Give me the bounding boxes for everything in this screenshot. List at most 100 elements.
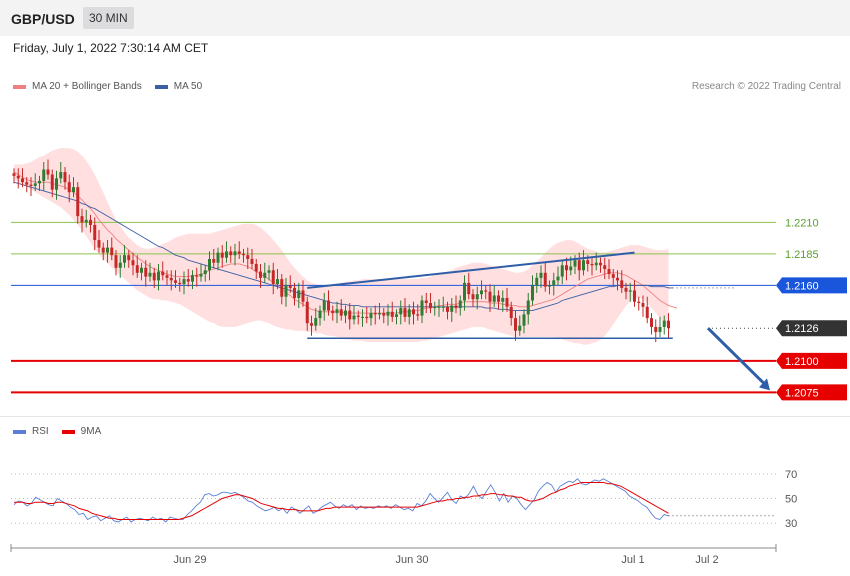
candle bbox=[594, 262, 598, 266]
candle bbox=[293, 287, 296, 298]
candle bbox=[633, 290, 636, 302]
legend-swatch-9ma bbox=[61, 429, 75, 434]
timeframe-button[interactable]: 30 MIN bbox=[83, 7, 134, 29]
price-tag bbox=[776, 384, 847, 401]
candle bbox=[76, 187, 80, 217]
candle bbox=[518, 325, 522, 331]
candle bbox=[186, 279, 190, 282]
candle bbox=[327, 300, 330, 311]
candle bbox=[616, 277, 619, 281]
candle bbox=[322, 300, 326, 311]
candle bbox=[263, 272, 267, 278]
candle bbox=[101, 247, 105, 253]
candle bbox=[650, 318, 653, 327]
candle bbox=[110, 247, 114, 256]
candle bbox=[514, 318, 517, 331]
x-tick-label: Jun 30 bbox=[395, 554, 428, 566]
candle bbox=[157, 271, 160, 281]
candle bbox=[50, 174, 54, 190]
candle bbox=[314, 318, 318, 326]
candle bbox=[254, 263, 258, 272]
candle bbox=[556, 276, 560, 281]
candle bbox=[386, 311, 390, 316]
candle bbox=[378, 313, 381, 315]
x-tick-label: Jul 2 bbox=[695, 554, 718, 566]
candle bbox=[361, 316, 364, 318]
candle bbox=[480, 290, 483, 295]
price-label-1.2075: 1.2075 bbox=[776, 384, 847, 401]
legend-9ma-label: 9MA bbox=[80, 426, 102, 437]
candle bbox=[667, 320, 670, 329]
candle bbox=[560, 265, 564, 277]
candle bbox=[620, 280, 624, 288]
candle bbox=[174, 280, 177, 283]
candle bbox=[382, 313, 386, 316]
datetime-label: Friday, July 1, 2022 7:30:14 AM CET bbox=[13, 41, 209, 55]
candle bbox=[93, 224, 97, 241]
legend-rsi-label: RSI bbox=[32, 426, 49, 437]
price-label-1.2126: 1.2126 bbox=[776, 320, 847, 337]
title-bar: GBP/USD 30 MIN bbox=[0, 0, 850, 36]
price-label-text: 1.2100 bbox=[785, 356, 819, 368]
candle bbox=[484, 290, 488, 292]
candle bbox=[582, 260, 585, 271]
candle bbox=[118, 262, 122, 268]
candle bbox=[412, 309, 415, 315]
candle bbox=[565, 265, 568, 271]
candle bbox=[407, 309, 411, 317]
candle bbox=[301, 290, 305, 302]
candle bbox=[450, 305, 454, 312]
price-label-text: 1.2210 bbox=[785, 217, 819, 229]
candle bbox=[539, 272, 543, 278]
candle bbox=[424, 300, 428, 304]
price-panel: 1.2210 1.2185 1.2160 1.2126 1.2100 1.2075 bbox=[11, 148, 847, 401]
candle bbox=[259, 271, 262, 278]
candle bbox=[369, 313, 373, 319]
candle bbox=[637, 301, 641, 304]
candle bbox=[586, 260, 590, 264]
candle bbox=[250, 258, 254, 264]
candle bbox=[654, 326, 658, 332]
legend-swatch-ma20 bbox=[13, 84, 26, 89]
candle bbox=[611, 274, 615, 278]
panel-divider bbox=[0, 416, 850, 417]
legend-ma20-label: MA 20 + Bollinger Bands bbox=[32, 81, 142, 92]
candle bbox=[89, 219, 92, 225]
candle bbox=[488, 291, 492, 302]
candle bbox=[335, 309, 339, 314]
candle bbox=[607, 269, 611, 275]
price-label-text: 1.2126 bbox=[785, 323, 819, 335]
candle bbox=[169, 277, 173, 281]
candle bbox=[599, 262, 602, 266]
candle bbox=[63, 172, 67, 183]
candle bbox=[123, 255, 126, 263]
candle bbox=[38, 180, 41, 184]
candle bbox=[454, 305, 458, 309]
candle bbox=[356, 315, 360, 317]
price-legend: MA 20 + Bollinger Bands MA 50 bbox=[13, 81, 202, 92]
candle bbox=[662, 320, 666, 327]
candle bbox=[84, 219, 88, 223]
candle bbox=[161, 271, 165, 276]
candle bbox=[577, 260, 581, 271]
candle bbox=[441, 306, 445, 308]
candle bbox=[344, 310, 347, 316]
candle bbox=[267, 270, 271, 273]
candle bbox=[628, 290, 632, 292]
candle bbox=[208, 258, 211, 271]
candle bbox=[458, 300, 462, 309]
candle bbox=[29, 184, 33, 186]
candle bbox=[165, 275, 169, 278]
rising-trendline bbox=[307, 251, 635, 289]
candle bbox=[203, 270, 207, 275]
candle bbox=[624, 287, 628, 292]
candle bbox=[509, 306, 513, 319]
candle bbox=[416, 314, 420, 316]
candle bbox=[225, 251, 228, 258]
candle bbox=[390, 311, 394, 317]
candle bbox=[352, 315, 356, 320]
projection-arrowhead bbox=[759, 378, 770, 391]
candle bbox=[573, 260, 577, 267]
candle bbox=[475, 294, 479, 300]
